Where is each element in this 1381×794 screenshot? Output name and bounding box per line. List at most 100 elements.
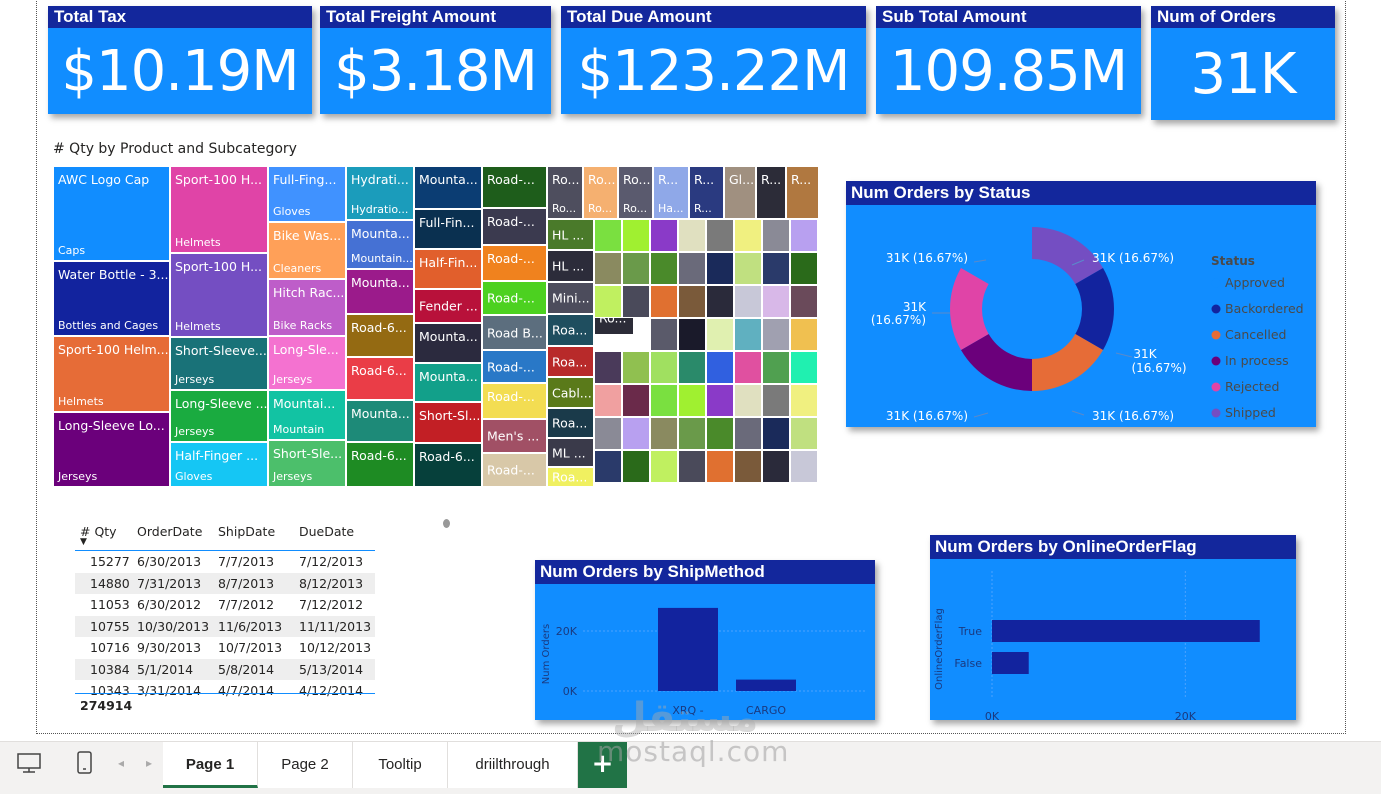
treemap-cell-small[interactable] — [762, 351, 790, 384]
treemap-cell[interactable]: Long-Sle... Jerseys — [268, 336, 346, 390]
col-duedate-header[interactable]: DueDate — [299, 524, 355, 539]
treemap-cell[interactable]: Sport-100 H... Helmets — [170, 166, 268, 253]
treemap-cell[interactable]: Long-Sleeve Lo... Jerseys — [53, 412, 170, 487]
treemap-cell[interactable]: Road-6... — [346, 357, 414, 400]
table-row[interactable]: 11053 6/30/2012 7/7/2012 7/12/2012 — [75, 594, 375, 616]
treemap-cell-small[interactable] — [622, 219, 650, 252]
treemap-cell[interactable]: Full-Fin... — [414, 209, 482, 249]
treemap-cell[interactable]: Road-6... — [414, 443, 482, 487]
treemap-cell[interactable]: Road-... — [482, 166, 547, 208]
col-shipdate-header[interactable]: ShipDate — [218, 524, 276, 539]
treemap-cell-small[interactable] — [678, 219, 706, 252]
treemap-cell[interactable]: HL ... — [547, 219, 594, 250]
treemap-cell-small[interactable] — [594, 219, 622, 252]
treemap-cell[interactable]: Road-... — [482, 281, 547, 315]
treemap-cell[interactable]: Mini... — [547, 282, 594, 314]
treemap-cell[interactable]: Bike Was... Cleaners — [268, 222, 346, 279]
treemap-cell[interactable]: Mountai... Mountain — [268, 390, 346, 440]
treemap-cell[interactable]: Road-... — [482, 383, 547, 419]
table-row[interactable]: 15277 6/30/2013 7/7/2013 7/12/2013 — [75, 551, 375, 573]
treemap-cell[interactable]: Short-Sleeve... Jerseys — [170, 337, 268, 390]
treemap-cell[interactable]: R... — [786, 166, 819, 219]
treemap-cell[interactable]: HL ... — [547, 250, 594, 282]
treemap-cell-small[interactable] — [790, 219, 818, 252]
treemap-cell-small[interactable] — [790, 318, 818, 351]
treemap-cell[interactable]: Cabl... — [547, 377, 594, 408]
treemap-cell-small[interactable] — [622, 417, 650, 450]
treemap-cell-small[interactable] — [650, 450, 678, 483]
treemap-cell[interactable]: Fender ... — [414, 289, 482, 323]
treemap-cell[interactable]: Road B... — [482, 315, 547, 350]
treemap-cell-small[interactable] — [734, 450, 762, 483]
treemap-cell-small[interactable] — [734, 351, 762, 384]
treemap-cell[interactable]: Mounta... — [346, 400, 414, 442]
treemap-cell[interactable]: Gl... — [724, 166, 756, 219]
treemap-cell[interactable]: Mounta... Mountain... — [346, 220, 414, 269]
treemap-cell-small[interactable] — [650, 417, 678, 450]
treemap-cell-small[interactable] — [622, 384, 650, 417]
table-row[interactable]: 10716 9/30/2013 10/7/2013 10/12/2013 — [75, 637, 375, 659]
treemap-cell-small[interactable] — [790, 351, 818, 384]
treemap-cell-small[interactable] — [762, 450, 790, 483]
prev-page-icon[interactable]: ◂ — [118, 756, 125, 770]
desktop-view-icon[interactable] — [16, 752, 42, 778]
kpi-card[interactable]: Total Due Amount $123.22M — [561, 6, 866, 114]
kpi-card[interactable]: Total Tax $10.19M — [48, 6, 312, 114]
treemap-cell[interactable]: Mounta... — [346, 269, 414, 314]
treemap-cell[interactable]: Sport-100 Helm... Helmets — [53, 336, 170, 412]
treemap-qty-by-product[interactable]: AWC Logo Cap Caps Water Bottle - 3... Bottl… — [53, 166, 819, 487]
treemap-cell-small[interactable] — [790, 384, 818, 417]
treemap-cell-small[interactable] — [650, 318, 678, 351]
treemap-cell[interactable]: Hydrati... Hydratio... — [346, 166, 414, 220]
shipmethod-chart-panel[interactable]: Num Orders by ShipMethod 0K 20K Num Orders… — [535, 560, 875, 733]
treemap-cell[interactable]: Short-Sle... Jerseys — [268, 440, 346, 487]
treemap-cell[interactable]: Road-... — [482, 245, 547, 281]
treemap-cell-small[interactable] — [594, 384, 622, 417]
treemap-cell-small[interactable] — [622, 351, 650, 384]
treemap-cell-small[interactable] — [734, 318, 762, 351]
resize-handle[interactable] — [443, 519, 450, 528]
treemap-cell[interactable]: R... — [756, 166, 786, 219]
treemap-cell-small[interactable] — [762, 417, 790, 450]
treemap-cell-small[interactable] — [762, 252, 790, 285]
treemap-cell-small[interactable] — [706, 384, 734, 417]
treemap-cell[interactable]: R... R... — [689, 166, 724, 219]
treemap-cell-small[interactable] — [650, 285, 678, 318]
treemap-cell-small[interactable] — [594, 285, 622, 318]
treemap-cell-small[interactable] — [706, 450, 734, 483]
treemap-cell-small[interactable] — [622, 450, 650, 483]
treemap-cell[interactable]: Sport-100 H... Helmets — [170, 253, 268, 337]
treemap-cell-small[interactable] — [594, 417, 622, 450]
treemap-cell[interactable]: Long-Sleeve ... Jerseys — [170, 390, 268, 442]
treemap-cell-small[interactable] — [594, 450, 622, 483]
tab-page-2[interactable]: Page 2 — [258, 742, 353, 788]
treemap-cell-small[interactable] — [790, 417, 818, 450]
treemap-cell[interactable]: Half-Finger ... Gloves — [170, 442, 268, 487]
table-row[interactable]: 10384 5/1/2014 5/8/2014 5/13/2014 — [75, 658, 375, 680]
treemap-cell-small[interactable] — [706, 318, 734, 351]
treemap-cell[interactable]: Road-... — [482, 208, 547, 245]
treemap-cell-small[interactable] — [594, 252, 622, 285]
mobile-view-icon[interactable] — [76, 750, 94, 780]
treemap-cell-small[interactable] — [734, 219, 762, 252]
treemap-cell-small[interactable] — [790, 285, 818, 318]
treemap-cell[interactable]: Ro... Ro... — [547, 166, 583, 219]
treemap-cell-small[interactable] — [650, 219, 678, 252]
kpi-card[interactable]: Total Freight Amount $3.18M — [320, 6, 551, 114]
add-page-button[interactable]: + — [578, 742, 627, 788]
treemap-cell-small[interactable] — [790, 450, 818, 483]
treemap-cell[interactable]: Full-Fing... Gloves — [268, 166, 346, 222]
treemap-cell[interactable]: Hitch Rac... Bike Racks — [268, 279, 346, 336]
treemap-cell-small[interactable] — [678, 351, 706, 384]
treemap-cell-small[interactable] — [706, 417, 734, 450]
treemap-cell-small[interactable] — [706, 219, 734, 252]
treemap-cell[interactable]: Men's ... — [482, 419, 547, 453]
tab-tooltip[interactable]: Tooltip — [353, 742, 448, 788]
treemap-cell[interactable]: Ro... Ro... — [618, 166, 653, 219]
treemap-cell-small[interactable] — [678, 417, 706, 450]
treemap-cell[interactable]: Mounta... — [414, 363, 482, 402]
treemap-cell[interactable]: Road-... — [482, 350, 547, 383]
treemap-cell[interactable]: Roa... — [547, 467, 594, 487]
next-page-icon[interactable]: ▸ — [146, 756, 153, 770]
